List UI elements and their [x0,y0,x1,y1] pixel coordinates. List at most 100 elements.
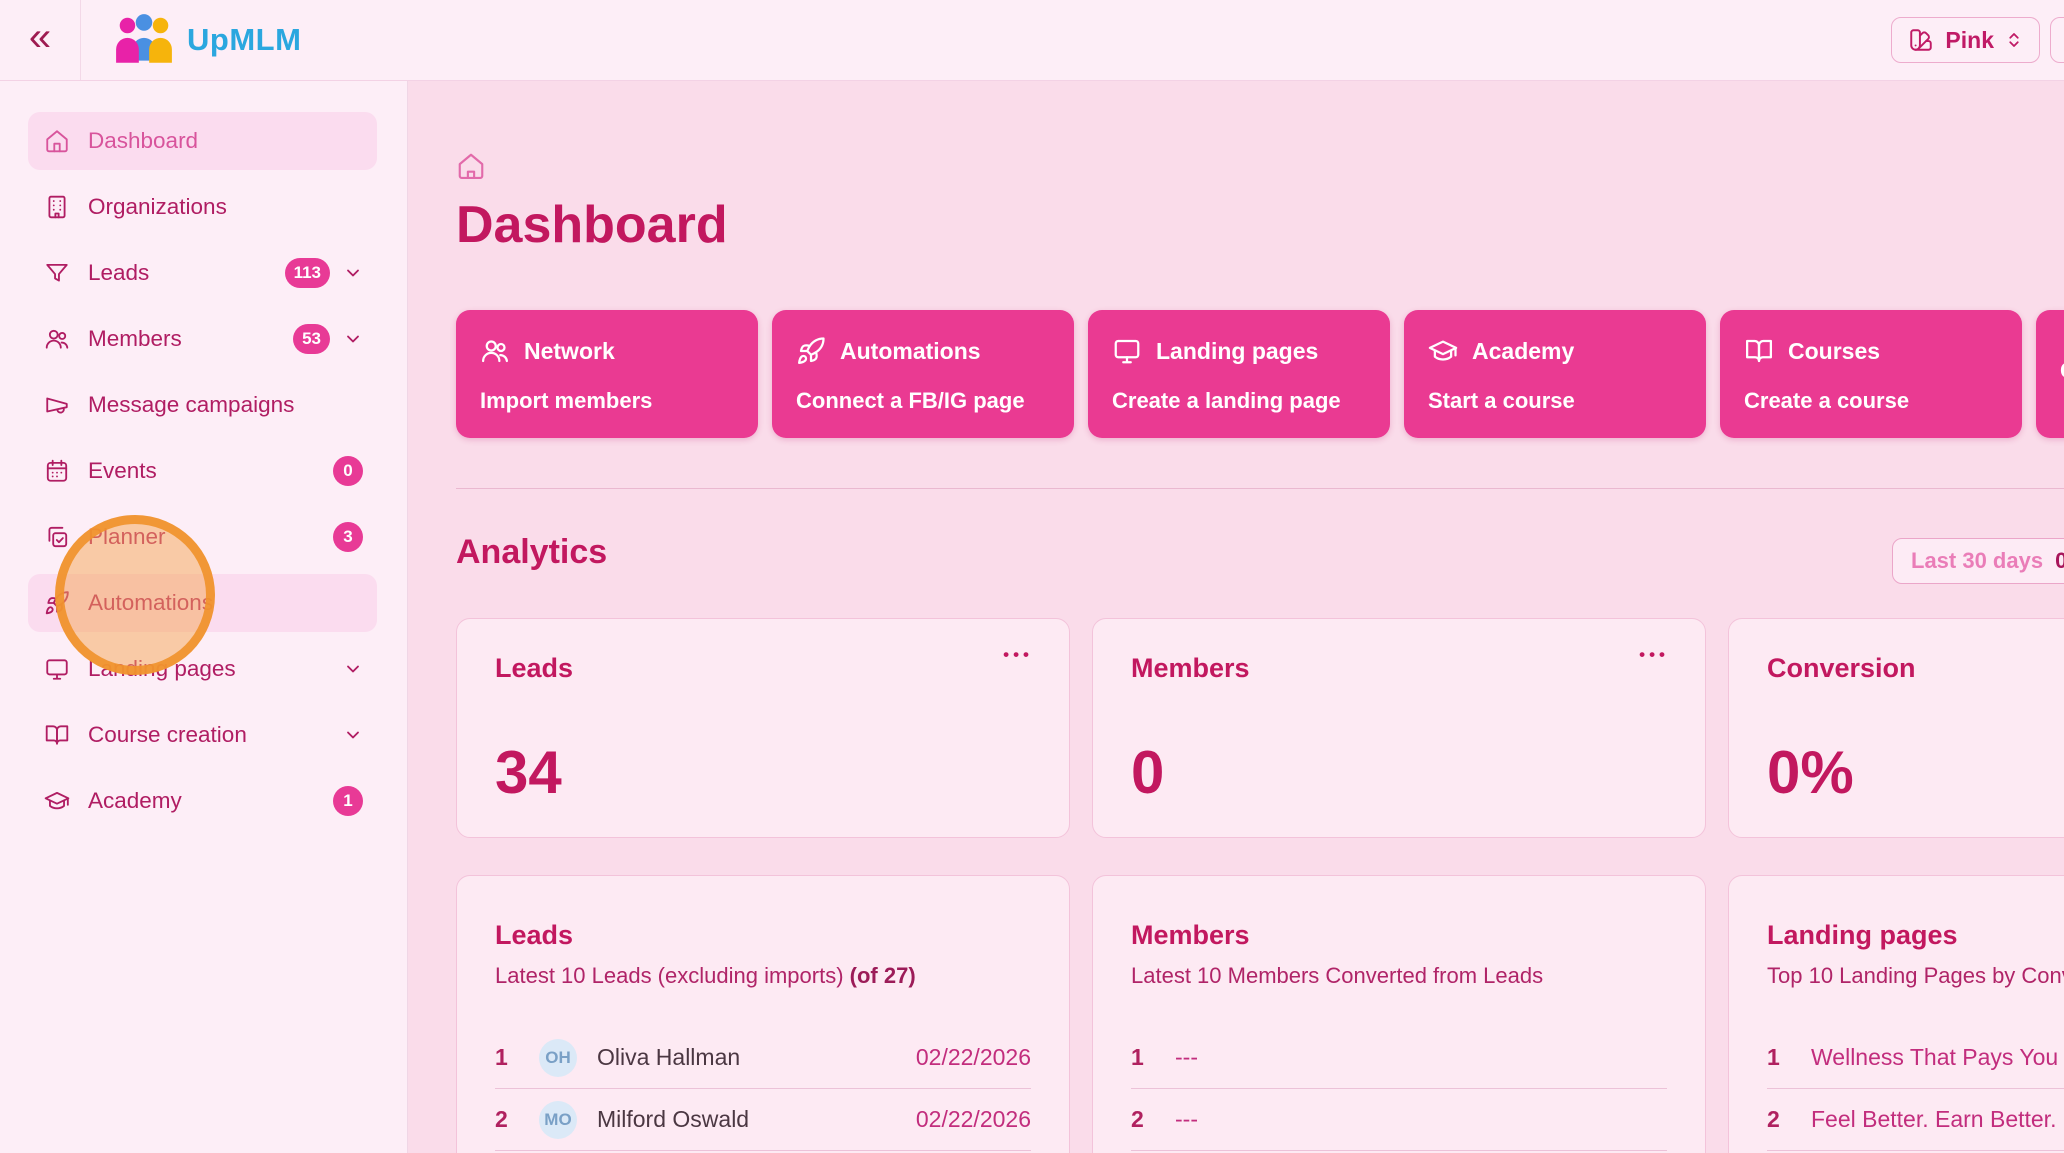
stats-row: Leads ••• 34 Members ••• 0 Conversion 0% [456,618,2064,839]
member-row[interactable]: 2 --- [1131,1089,1667,1152]
clipboard-check-icon [44,524,70,550]
stat-card-members: Members ••• 0 [1092,618,1706,839]
leads-count-badge: 113 [284,258,330,288]
top-bar: « UpMLM [0,0,2064,81]
sidebar-collapse-button[interactable]: « [0,0,81,80]
stat-title: Leads [495,653,574,684]
quick-actions-row: Network Import members Automat [456,310,2064,439]
sidebar-item-members[interactable]: Members 53 [28,310,377,368]
events-count-badge: 0 [333,456,363,486]
sidebar-item-label: Academy [88,788,182,813]
planner-count-badge: 3 [333,522,363,552]
funnel-icon [44,260,70,286]
avatar: OH [539,1038,577,1077]
member-row[interactable]: 1 --- [1131,1027,1667,1090]
chevron-down-icon[interactable] [343,263,363,283]
page-title: Dashboard [456,196,728,254]
sidebar-item-label: Landing pages [88,656,236,681]
megaphone-icon [44,392,70,418]
sidebar-item-message-campaigns[interactable]: Message campaigns [28,376,377,434]
academy-count-badge: 1 [333,786,363,816]
sidebar-item-label: Message campaigns [88,392,295,417]
date-range-value: 01/2 [2055,548,2064,573]
chevron-up-down-icon [2005,31,2023,49]
stat-value: 0 [1131,739,1165,807]
sidebar-item-label: Members [88,326,182,351]
avatar: MO [539,1100,577,1139]
sidebar-item-planner[interactable]: Planner 3 [28,508,377,566]
lead-row[interactable]: 1 OH Oliva Hallman 02/22/2026 [495,1027,1031,1090]
quick-action-academy[interactable]: Academy Start a course [1404,310,1706,439]
list-title: Members [1131,920,1250,951]
list-card-members: Members Latest 10 Members Converted from… [1092,875,1706,1153]
sidebar-item-label: Events [88,458,157,483]
list-subtitle: Top 10 Landing Pages by Convers [1767,963,2064,989]
chevron-down-icon[interactable] [343,659,363,679]
sidebar-item-label: Course creation [88,722,247,747]
sidebar: Dashboard Organizations [0,81,408,1153]
quick-action-title: Network [524,337,615,364]
theme-selector[interactable]: Pink [1891,17,2040,63]
stat-title: Members [1131,653,1250,684]
members-count-badge: 53 [293,324,330,354]
sidebar-item-leads[interactable]: Leads 113 [28,244,377,302]
users-icon [44,326,70,352]
stat-value: 0% [1767,739,1854,807]
landing-page-row[interactable]: 1 Wellness That Pays You Back [1767,1027,2064,1090]
quick-action-automations[interactable]: Automations Connect a FB/IG page [772,310,1074,439]
members-list: 1 --- 2 --- [1131,1027,1667,1152]
stat-title: Conversion [1767,653,1916,684]
ellipsis-menu-icon[interactable]: ••• [1003,645,1033,665]
analytics-heading: Analytics [456,533,608,572]
calendar-icon [44,458,70,484]
users-icon [480,336,510,366]
sidebar-item-label: Planner [88,524,166,549]
quick-action-partial[interactable]: C [2036,310,2064,439]
sidebar-item-academy[interactable]: Academy 1 [28,772,377,830]
list-title: Landing pages [1767,920,1958,951]
landing-page-row[interactable]: 2 Feel Better. Earn Better. [1767,1089,2064,1152]
lead-row[interactable]: 2 MO Milford Oswald 02/22/2026 [495,1089,1031,1152]
quick-action-title: Landing pages [1156,337,1319,364]
monitor-icon [44,656,70,682]
monitor-icon [1112,336,1142,366]
stat-value: 34 [495,739,562,807]
chevron-down-icon[interactable] [343,725,363,745]
sidebar-item-organizations[interactable]: Organizations [28,178,377,236]
breadcrumb-home-icon[interactable] [456,151,486,181]
chevron-down-icon[interactable] [343,329,363,349]
building-icon [44,194,70,220]
main-content: Dashboard Network Import members [408,81,2064,1153]
sidebar-item-events[interactable]: Events 0 [28,442,377,500]
list-subtitle: Latest 10 Leads (excluding imports) (of … [495,963,916,989]
quick-action-subtitle: Import members [480,388,653,414]
quick-action-landing-pages[interactable]: Landing pages Create a landing page [1088,310,1390,439]
book-open-icon [1744,336,1774,366]
quick-action-title: Academy [1472,337,1575,364]
sidebar-item-course-creation[interactable]: Course creation [28,706,377,764]
quick-action-subtitle: C [2060,358,2064,384]
ellipsis-menu-icon[interactable]: ••• [1639,645,1669,665]
lists-row: Leads Latest 10 Leads (excluding imports… [456,875,2064,1153]
quick-action-title: Courses [1788,337,1881,364]
quick-action-network[interactable]: Network Import members [456,310,758,439]
theme-selector-value: Pink [1945,26,1994,53]
graduation-cap-icon [44,788,70,814]
sidebar-item-label: Leads [88,260,150,285]
sidebar-item-automations[interactable]: Automations [28,574,377,632]
leads-list: 1 OH Oliva Hallman 02/22/2026 2 MO Milfo… [495,1027,1031,1152]
sidebar-item-label: Organizations [88,194,227,219]
sidebar-item-dashboard[interactable]: Dashboard [28,112,377,170]
quick-action-title: Automations [840,337,981,364]
chevrons-left-icon: « [28,15,52,59]
stat-card-leads: Leads ••• 34 [456,618,1070,839]
app-logo[interactable]: UpMLM [113,13,301,67]
date-range-selector[interactable]: Last 30 days 01/2 [1892,538,2064,584]
rocket-icon [44,590,70,616]
sidebar-item-label: Automations [88,590,214,615]
partial-header-button[interactable] [2050,17,2064,63]
sidebar-item-landing-pages[interactable]: Landing pages [28,640,377,698]
rocket-icon [796,336,826,366]
quick-action-courses[interactable]: Courses Create a course [1720,310,2022,439]
